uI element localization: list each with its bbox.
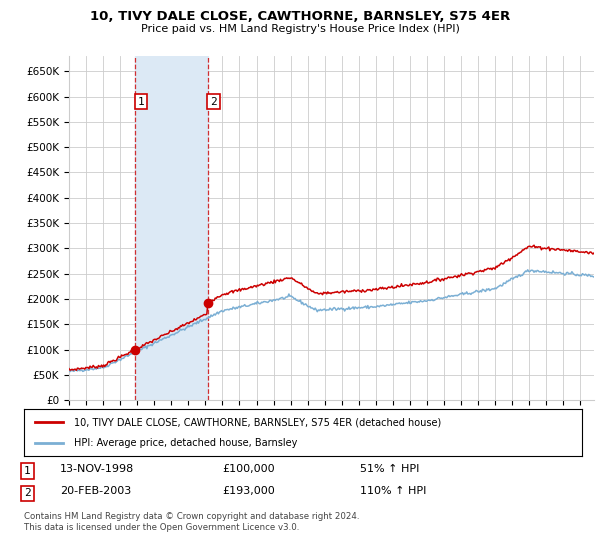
Text: 51% ↑ HPI: 51% ↑ HPI bbox=[360, 464, 419, 474]
Text: 1: 1 bbox=[137, 96, 144, 106]
Bar bbox=[135, 56, 208, 400]
Text: 13-NOV-1998: 13-NOV-1998 bbox=[60, 464, 134, 474]
Text: 2: 2 bbox=[24, 488, 31, 498]
Text: Price paid vs. HM Land Registry's House Price Index (HPI): Price paid vs. HM Land Registry's House … bbox=[140, 24, 460, 34]
Text: 10, TIVY DALE CLOSE, CAWTHORNE, BARNSLEY, S75 4ER (detached house): 10, TIVY DALE CLOSE, CAWTHORNE, BARNSLEY… bbox=[74, 417, 442, 427]
Text: 110% ↑ HPI: 110% ↑ HPI bbox=[360, 486, 427, 496]
Text: £100,000: £100,000 bbox=[222, 464, 275, 474]
Text: 10, TIVY DALE CLOSE, CAWTHORNE, BARNSLEY, S75 4ER: 10, TIVY DALE CLOSE, CAWTHORNE, BARNSLEY… bbox=[90, 10, 510, 23]
Text: Contains HM Land Registry data © Crown copyright and database right 2024.
This d: Contains HM Land Registry data © Crown c… bbox=[24, 512, 359, 532]
Text: 1: 1 bbox=[24, 466, 31, 476]
Text: 20-FEB-2003: 20-FEB-2003 bbox=[60, 486, 131, 496]
Text: £193,000: £193,000 bbox=[222, 486, 275, 496]
Text: HPI: Average price, detached house, Barnsley: HPI: Average price, detached house, Barn… bbox=[74, 438, 298, 448]
Text: 2: 2 bbox=[210, 96, 217, 106]
